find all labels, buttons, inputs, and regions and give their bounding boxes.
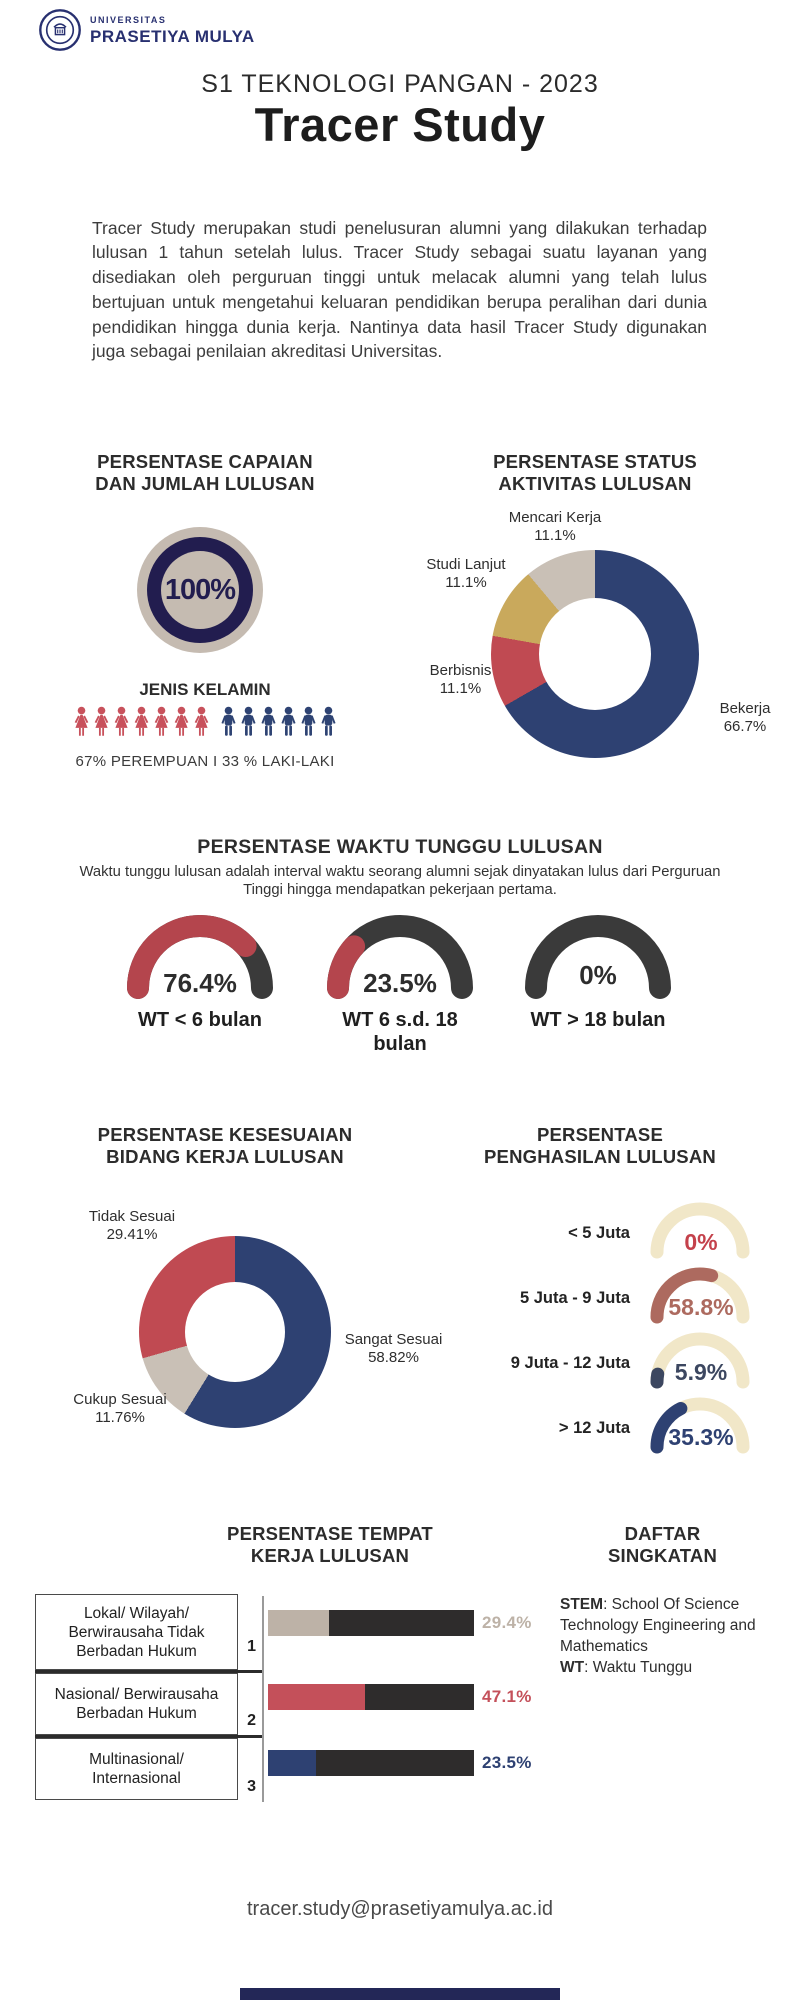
logo-line-prasetiya-mulya: PRASETIYA MULYA bbox=[90, 26, 255, 46]
svg-text:23.5%: 23.5% bbox=[363, 968, 437, 998]
status-section-title: PERSENTASE STATUS AKTIVITAS LULUSAN bbox=[493, 451, 697, 494]
bar-category-box-3: Multinasional/ Internasional bbox=[35, 1738, 238, 1800]
abbreviation-wt: WT: Waktu Tunggu bbox=[560, 1659, 693, 1676]
bar-value-1: 29.4% bbox=[482, 1613, 532, 1632]
kesesuaian-donut-chart bbox=[139, 1236, 331, 1428]
gender-pictograph bbox=[40, 706, 370, 737]
female-icon bbox=[94, 706, 109, 736]
bar-row-number-3: 3 bbox=[247, 1778, 256, 1795]
bar-row-number-2: 2 bbox=[247, 1712, 256, 1729]
income-gauge-1: 0% bbox=[650, 1202, 750, 1259]
separator-line bbox=[35, 1670, 262, 1673]
tempat-section-title: PERSENTASE TEMPAT KERJA LULUSAN bbox=[227, 1523, 433, 1566]
bar-row-2 bbox=[268, 1684, 474, 1710]
abbreviation-stem: STEM: School Of Science Technology Engin… bbox=[560, 1596, 756, 1655]
svg-text:58.8%: 58.8% bbox=[668, 1294, 733, 1320]
bar-category-box-2: Nasional/ Berwirausaha Berbadan Hukum bbox=[35, 1673, 238, 1735]
page-title: Tracer Study bbox=[254, 98, 546, 151]
university-seal-icon bbox=[39, 9, 81, 51]
male-icon bbox=[221, 706, 236, 736]
daftar-singkatan-title: DAFTAR SINGKATAN bbox=[607, 1523, 718, 1566]
female-icons-group bbox=[72, 706, 211, 737]
gender-section-title: JENIS KELAMIN bbox=[139, 680, 271, 699]
bar-value-3: 23.5% bbox=[482, 1753, 532, 1772]
badge-value: 100% bbox=[161, 551, 239, 629]
program-subtitle: S1 TEKNOLOGI PANGAN - 2023 bbox=[201, 70, 599, 98]
bar-category-box-1: Lokal/ Wilayah/ Berwirausaha Tidak Berba… bbox=[35, 1594, 238, 1670]
female-icon bbox=[114, 706, 129, 736]
wt-gauge-6-to-18: 23.5% bbox=[327, 915, 473, 999]
label-cukup-sesuai: Cukup Sesuai 11.76% bbox=[73, 1391, 167, 1426]
male-icon bbox=[281, 706, 296, 736]
svg-text:76.4%: 76.4% bbox=[163, 968, 237, 998]
label-tidak-sesuai: Tidak Sesuai 29.41% bbox=[88, 1208, 176, 1243]
income-gauge-3: 5.9% bbox=[650, 1332, 750, 1389]
female-icon bbox=[194, 706, 209, 736]
university-logo: UNIVERSITAS PRASETIYA MULYA bbox=[38, 8, 255, 52]
svg-text:0%: 0% bbox=[579, 960, 617, 990]
svg-text:5.9%: 5.9% bbox=[675, 1359, 727, 1385]
label-berbisnis: Berbisnis 11.1% bbox=[429, 662, 492, 697]
bar-row-number-1: 1 bbox=[247, 1638, 256, 1655]
kesesuaian-section-title: PERSENTASE KESESUAIAN BIDANG KERJA LULUS… bbox=[97, 1124, 353, 1167]
bar-row-3 bbox=[268, 1750, 474, 1776]
income-label-2: 5 Juta - 9 Juta bbox=[519, 1289, 630, 1307]
wt-gauge-over-18: 0% bbox=[525, 915, 671, 999]
wt-gauge-label-2: WT 6 s.d. 18 bulan bbox=[342, 1009, 458, 1055]
badge-ring: 100% bbox=[147, 537, 253, 643]
female-icon bbox=[74, 706, 89, 736]
income-gauge-2: 58.8% bbox=[650, 1267, 750, 1324]
male-icons-group bbox=[219, 706, 338, 737]
wt-description: Waktu tunggu lulusan adalah interval wak… bbox=[79, 864, 721, 898]
label-sangat-sesuai: Sangat Sesuai 58.82% bbox=[344, 1331, 443, 1366]
label-mencari-kerja: Mencari Kerja 11.1% bbox=[508, 509, 602, 544]
male-icon bbox=[241, 706, 256, 736]
svg-text:0%: 0% bbox=[684, 1229, 717, 1255]
wt-section-title: PERSENTASE WAKTU TUNGGU LULUSAN bbox=[197, 836, 603, 858]
separator-line bbox=[35, 1735, 262, 1738]
female-icon bbox=[154, 706, 169, 736]
capaian-section-title: PERSENTASE CAPAIAN DAN JUMLAH LULUSAN bbox=[95, 451, 315, 494]
bar-axis-line bbox=[262, 1596, 264, 1802]
income-gauge-4: 35.3% bbox=[650, 1397, 750, 1454]
income-label-1: < 5 Juta bbox=[568, 1224, 630, 1242]
female-icon bbox=[174, 706, 189, 736]
bar-value-2: 47.1% bbox=[482, 1687, 532, 1706]
male-icon bbox=[301, 706, 316, 736]
male-icon bbox=[261, 706, 276, 736]
female-icon bbox=[134, 706, 149, 736]
bar-row-1 bbox=[268, 1610, 474, 1636]
footer-accent-strip bbox=[240, 1988, 560, 2000]
income-label-3: 9 Juta - 12 Juta bbox=[510, 1354, 630, 1372]
contact-email: tracer.study@prasetiyamulya.ac.id bbox=[247, 1898, 553, 1920]
label-studi-lanjut: Studi Lanjut 11.1% bbox=[426, 556, 506, 591]
income-label-4: > 12 Juta bbox=[558, 1419, 630, 1437]
logo-line-universitas: UNIVERSITAS bbox=[90, 14, 167, 25]
wt-gauge-label-1: WT < 6 bulan bbox=[138, 1009, 262, 1031]
intro-paragraph: Tracer Study merupakan studi penelusuran… bbox=[92, 217, 707, 362]
male-icon bbox=[321, 706, 336, 736]
svg-text:35.3%: 35.3% bbox=[668, 1424, 733, 1450]
penghasilan-section-title: PERSENTASE PENGHASILAN LULUSAN bbox=[484, 1124, 716, 1167]
label-bekerja: Bekerja 66.7% bbox=[719, 700, 771, 735]
abbreviation-list: STEM: School Of Science Technology Engin… bbox=[560, 1594, 775, 1678]
wt-gauge-under-6: 76.4% bbox=[127, 915, 273, 999]
capaian-100-badge: 100% bbox=[137, 527, 263, 653]
wt-gauge-label-3: WT > 18 bulan bbox=[530, 1009, 666, 1031]
status-donut-chart bbox=[491, 550, 699, 758]
gender-caption: 67% PEREMPUAN I 33 % LAKI-LAKI bbox=[75, 753, 335, 770]
